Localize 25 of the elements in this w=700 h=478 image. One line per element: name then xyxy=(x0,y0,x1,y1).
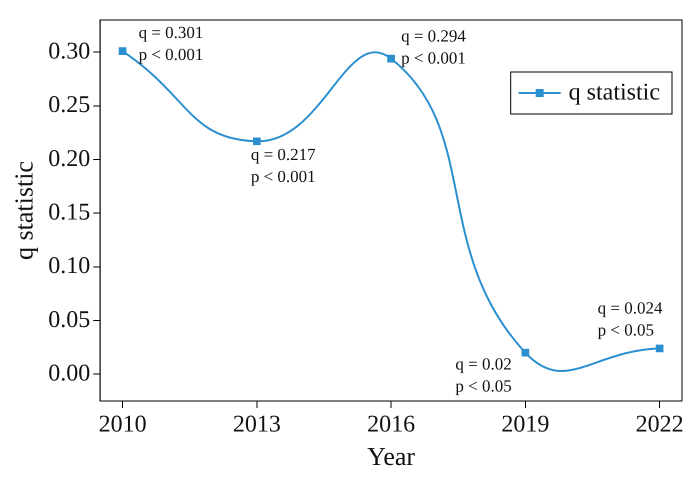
point xyxy=(522,348,530,357)
x-tick-label: 2016 xyxy=(367,412,416,438)
x-tick-label: 2022 xyxy=(636,412,684,438)
annotation: q = 0.301 p < 0.001 xyxy=(138,23,204,64)
x-tick-label: 2013 xyxy=(232,412,281,438)
point xyxy=(387,54,395,62)
x-tick-label: 2010 xyxy=(98,412,147,438)
legend-label: q statistic xyxy=(568,79,660,106)
point xyxy=(118,47,126,55)
y-tick-label: 0.00 xyxy=(48,360,90,386)
annotation: q = 0.217 p < 0.001 xyxy=(250,145,316,186)
y-axis-title: q statistic xyxy=(9,161,38,260)
y-tick-label: 0.10 xyxy=(48,253,90,280)
annotation: q = 0.294 p < 0.001 xyxy=(401,26,466,68)
y-tick-label: 0.15 xyxy=(48,199,90,226)
point xyxy=(253,137,261,146)
y-tick-label: 0.20 xyxy=(48,146,90,172)
y-tick-label: 0.25 xyxy=(48,92,90,118)
x-tick-label: 2019 xyxy=(501,412,550,438)
annotation: q = 0.02 p < 0.05 xyxy=(455,354,512,396)
point xyxy=(656,344,664,352)
annotation: q = 0.024 p < 0.05 xyxy=(598,298,663,340)
x-axis-title: Year xyxy=(367,442,416,472)
y-tick-label: 0.05 xyxy=(48,306,90,333)
y-tick-label: 0.30 xyxy=(48,38,90,64)
